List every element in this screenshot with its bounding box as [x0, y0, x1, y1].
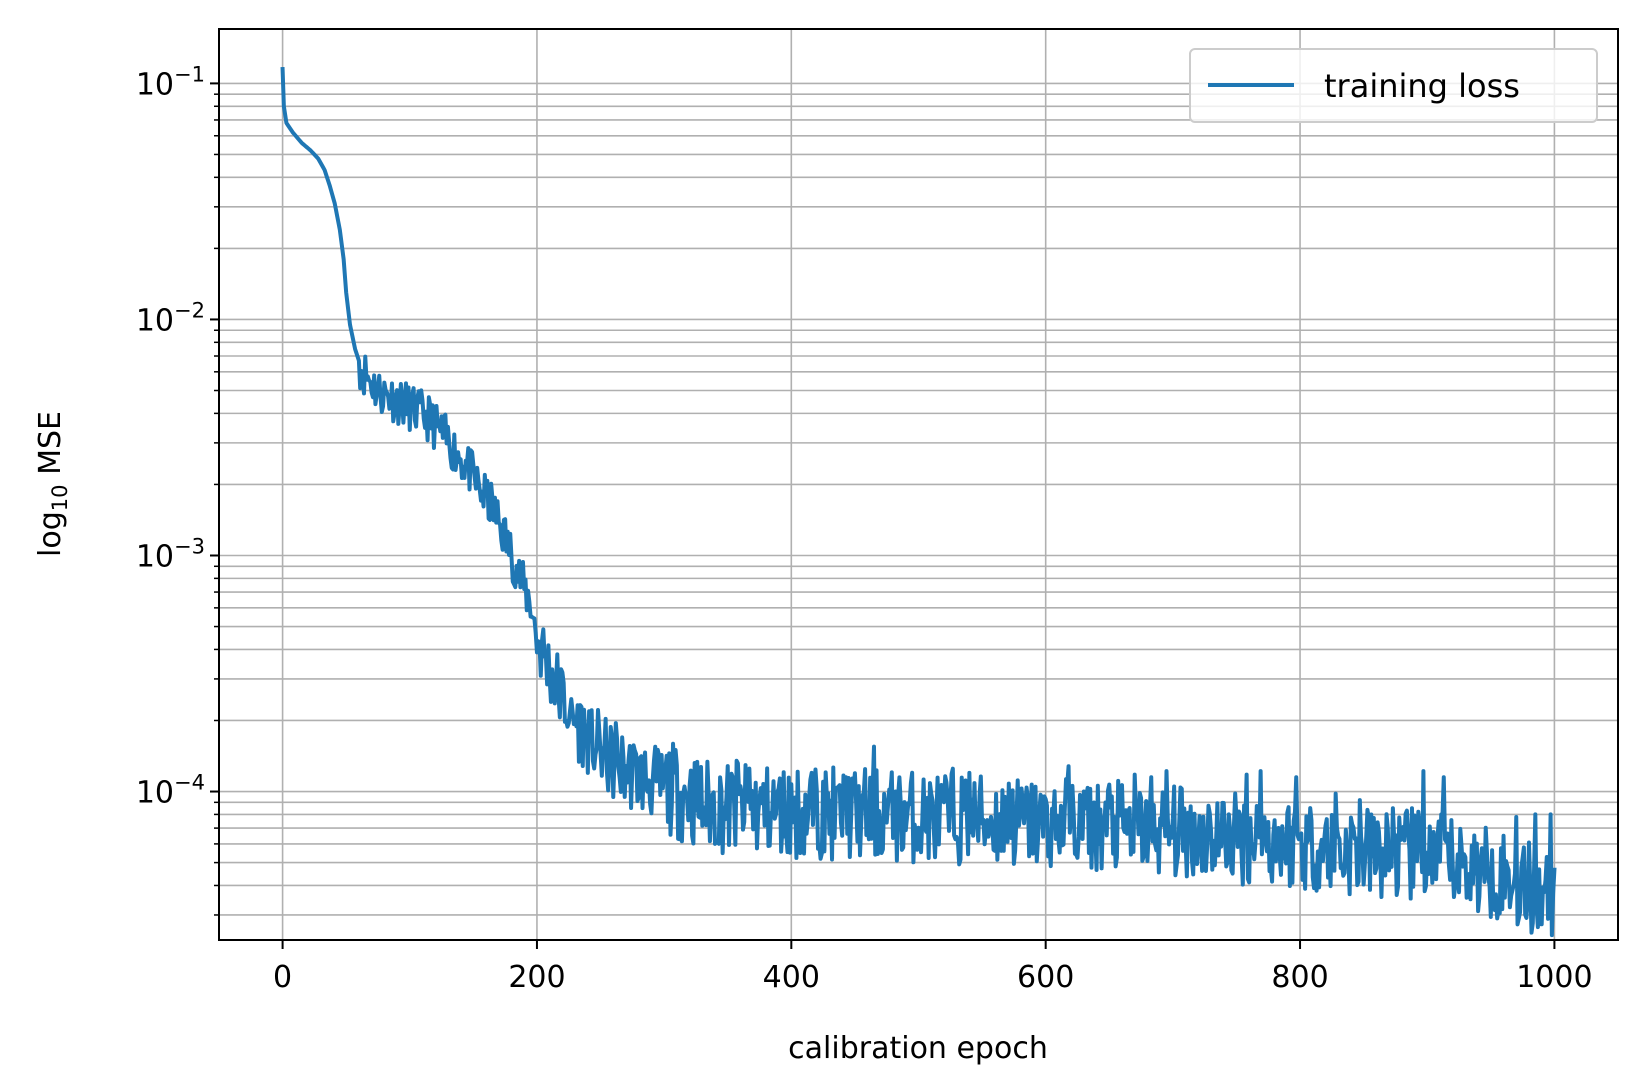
legend-box: [1189, 48, 1598, 123]
x-tick-label: 1000: [1516, 960, 1592, 995]
y-axis-label-suffix: MSE: [33, 411, 68, 484]
y-tick-label: 10−4: [136, 771, 205, 811]
training-loss-line: [280, 67, 1557, 938]
x-tick-label: 200: [508, 960, 565, 995]
tick-marks: [210, 82, 1556, 949]
x-tick-label: 400: [763, 960, 820, 995]
x-tick-label: 800: [1271, 960, 1328, 995]
y-axis-label: log10 MSE: [33, 411, 72, 557]
tick-labels: 10−1 10−2 10−3 10−4 0 200 400 600 800 1000: [136, 62, 1593, 995]
y-axis-label-subscript: 10: [48, 484, 72, 511]
x-tick-label: 0: [273, 960, 292, 995]
legend: training loss: [1189, 48, 1598, 123]
x-axis-label: calibration epoch: [788, 1031, 1048, 1066]
y-tick-label: 10−3: [136, 534, 205, 574]
x-tick-label: 600: [1017, 960, 1074, 995]
y-tick-label: 10−1: [136, 62, 205, 102]
y-axis-label-prefix: log: [33, 511, 68, 557]
y-tick-label: 10−2: [136, 298, 205, 338]
legend-label: training loss: [1324, 67, 1520, 105]
series-layer: [280, 67, 1557, 938]
